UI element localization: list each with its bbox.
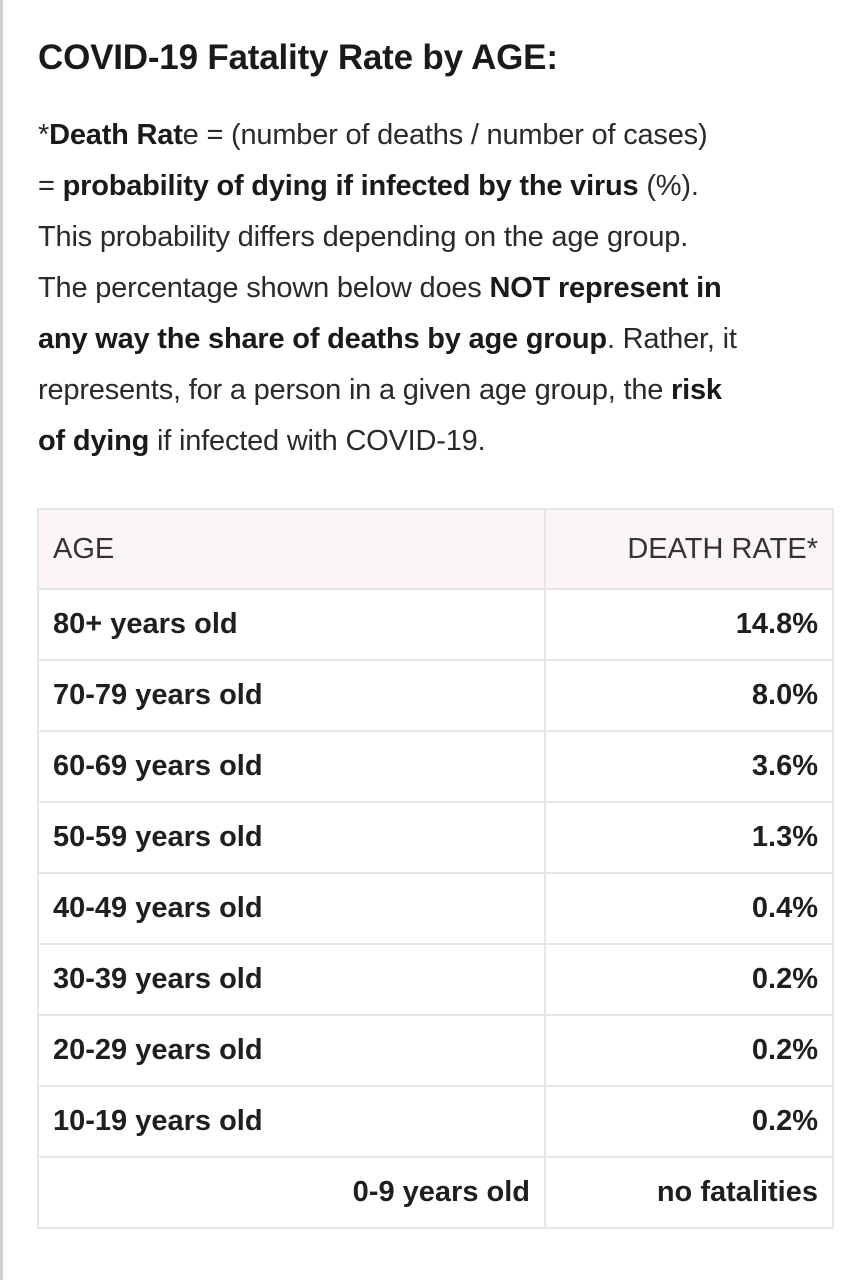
age-group-cell: 0-9 years old (37, 1156, 546, 1229)
age-group-cell: 60-69 years old (37, 730, 546, 803)
death-rate-cell: 8.0% (544, 659, 834, 732)
age-group-cell: 40-49 years old (37, 872, 546, 945)
age-group-cell: 10-19 years old (37, 1085, 546, 1158)
age-group-cell: 20-29 years old (37, 1014, 546, 1087)
desc-represents: represents, for a person in a given age … (38, 374, 672, 406)
death-rate-column-header: DEATH RATE* (544, 508, 834, 590)
death-rate-cell: 14.8% (544, 588, 834, 661)
death-rate-cell: no fatalities (544, 1156, 834, 1229)
desc-share-of-deaths: any way the share of deaths by age group (38, 323, 607, 355)
article-content: COVID-19 Fatality Rate by AGE: *Death Ra… (38, 30, 838, 467)
desc-asterisk: * (38, 119, 50, 151)
desc-rather: . Rather, it (606, 323, 737, 355)
death-rate-cell: 0.4% (544, 872, 834, 945)
desc-death-rate-term: Death Rat (49, 119, 183, 151)
death-rate-cell: 3.6% (544, 730, 834, 803)
age-group-cell: 50-59 years old (37, 801, 546, 874)
table-row: 50-59 years old 1.3% (37, 801, 834, 874)
table-row: 30-39 years old 0.2% (37, 943, 834, 1016)
death-rate-cell: 0.2% (544, 1014, 834, 1087)
age-group-cell: 70-79 years old (37, 659, 546, 732)
desc-if-infected: if infected with COVID-19. (149, 425, 486, 457)
table-row: 80+ years old 14.8% (37, 588, 834, 661)
desc-probability-definition: probability of dying if infected by the … (62, 170, 639, 202)
death-rate-description: *Death Rate = (number of deaths / number… (38, 110, 838, 467)
desc-of-dying: of dying (38, 425, 150, 457)
table-header-row: AGE DEATH RATE* (37, 508, 834, 590)
desc-not-represent: NOT represent in (489, 272, 722, 304)
desc-formula: e = (number of deaths / number of cases) (182, 119, 708, 151)
age-group-cell: 30-39 years old (37, 943, 546, 1016)
table-row: 10-19 years old 0.2% (37, 1085, 834, 1158)
age-group-cell: 80+ years old (37, 588, 546, 661)
table-row: 40-49 years old 0.4% (37, 872, 834, 945)
death-rate-cell: 0.2% (544, 943, 834, 1016)
fatality-rate-table: AGE DEATH RATE* 80+ years old 14.8% 70-7… (37, 508, 834, 1229)
death-rate-cell: 0.2% (544, 1085, 834, 1158)
desc-age-differs: This probability differs depending on th… (38, 221, 689, 253)
desc-equals: = (38, 170, 63, 202)
table-row: 60-69 years old 3.6% (37, 730, 834, 803)
death-rate-cell: 1.3% (544, 801, 834, 874)
desc-percent-unit: (%). (638, 170, 699, 202)
table-row: 20-29 years old 0.2% (37, 1014, 834, 1087)
page-left-border (0, 0, 3, 1280)
age-column-header: AGE (37, 508, 546, 590)
table-row: 70-79 years old 8.0% (37, 659, 834, 732)
page-title: COVID-19 Fatality Rate by AGE: (38, 38, 558, 77)
desc-risk: risk (671, 374, 722, 406)
table-row: 0-9 years old no fatalities (37, 1156, 834, 1229)
desc-percentage-shown: The percentage shown below does (38, 272, 490, 304)
